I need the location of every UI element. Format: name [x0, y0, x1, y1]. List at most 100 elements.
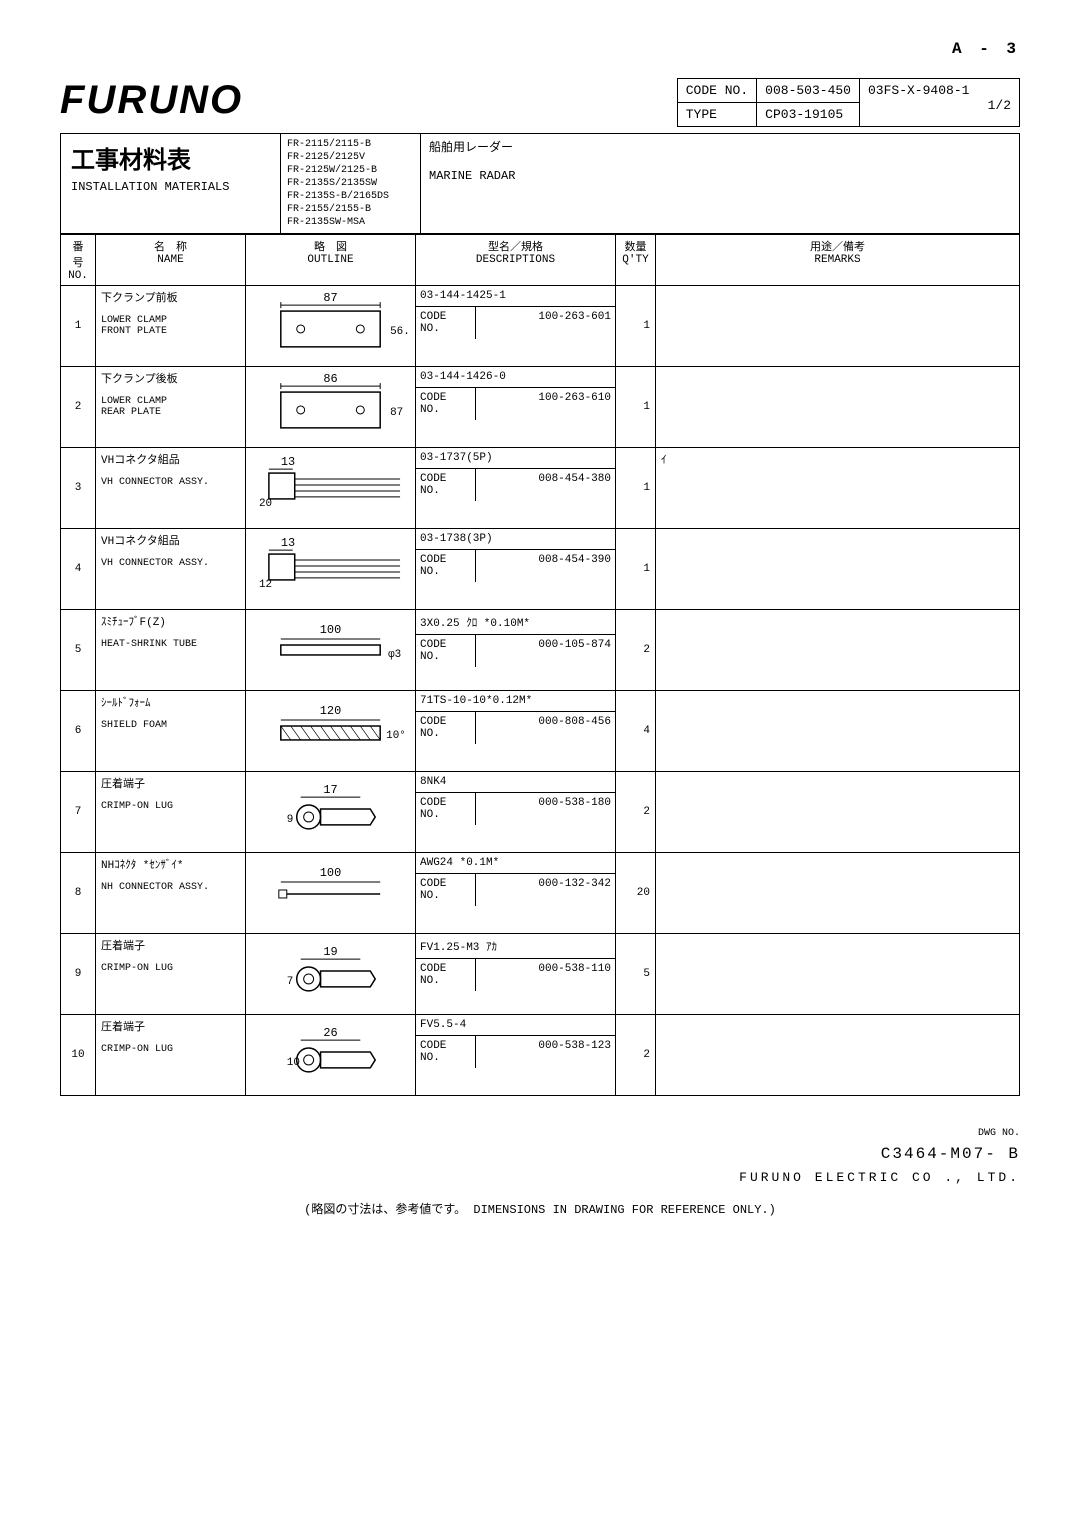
table-row: 9 圧着端子 CRIMP-ON LUG 197 FV1.25-M3 ｱｶ COD…: [61, 934, 1020, 1015]
qty: 1: [616, 286, 656, 367]
name-en: CRIMP-ON LUG: [101, 963, 240, 974]
code-no-value: 008-503-450: [757, 79, 860, 103]
col-rem-en: REMARKS: [661, 254, 1014, 266]
svg-text:20: 20: [259, 498, 272, 510]
name-jp: 圧着端子: [101, 1018, 240, 1034]
table-row: 1 下クランプ前板 LOWER CLAMP FRONT PLATE 8756.5…: [61, 286, 1020, 367]
model-list: FR-2115/2115-B FR-2125/2125V FR-2125W/21…: [281, 134, 421, 233]
desc-spec: AWG24 *0.1M*: [416, 853, 615, 873]
row-no: 3: [61, 448, 96, 529]
qty: 2: [616, 1015, 656, 1096]
table-row: 5 ｽﾐﾁｭｰﾌﾞF(Z) HEAT-SHRINK TUBE 100φ3 3X0…: [61, 610, 1020, 691]
name-jp: 圧着端子: [101, 937, 240, 953]
table-row: 7 圧着端子 CRIMP-ON LUG 179 8NK4 CODE NO. 00…: [61, 772, 1020, 853]
code-value: 000-538-110: [476, 959, 615, 991]
code-no-label: CODE NO.: [677, 79, 756, 103]
outline-drawing: 13 20: [246, 448, 416, 529]
outline-drawing: 100φ3: [246, 610, 416, 691]
name-en: LOWER CLAMP FRONT PLATE: [101, 315, 240, 337]
code-label: CODE NO.: [416, 388, 476, 420]
qty: 2: [616, 610, 656, 691]
remarks: ｲ: [656, 448, 1020, 529]
svg-text:10: 10: [287, 1057, 300, 1069]
title-block: 工事材料表 INSTALLATION MATERIALS FR-2115/211…: [60, 133, 1020, 234]
remarks: [656, 367, 1020, 448]
qty: 2: [616, 772, 656, 853]
outline-drawing: 2610: [246, 1015, 416, 1096]
name-jp: VHコネクタ組品: [101, 451, 240, 467]
svg-text:13: 13: [281, 455, 295, 469]
code-label: CODE NO.: [416, 793, 476, 825]
row-no: 7: [61, 772, 96, 853]
model-no: 03FS-X-9408-1: [868, 83, 1011, 98]
main-table: 番 号NO. 名 称NAME 略 図OUTLINE 型名／規格DESCRIPTI…: [60, 234, 1020, 1096]
code-label: CODE NO.: [416, 712, 476, 744]
code-label: CODE NO.: [416, 469, 476, 501]
code-value: 100-263-601: [476, 307, 615, 339]
code-label: CODE NO.: [416, 1036, 476, 1068]
row-no: 4: [61, 529, 96, 610]
row-no: 5: [61, 610, 96, 691]
qty: 5: [616, 934, 656, 1015]
name-jp: NHｺﾈｸﾀ *ｾﾝｻﾞｲ*: [101, 856, 240, 872]
note-en: DIMENSIONS IN DRAWING FOR REFERENCE ONLY…: [473, 1203, 775, 1217]
svg-text:86: 86: [323, 372, 337, 386]
svg-text:100: 100: [320, 866, 341, 880]
qty: 4: [616, 691, 656, 772]
dwg-no: C3464-M07- B: [60, 1142, 1020, 1168]
name-en: VH CONNECTOR ASSY.: [101, 477, 240, 488]
footer: DWG NO. C3464-M07- B FURUNO ELECTRIC CO …: [60, 1126, 1020, 1188]
desc-spec: 03-1737(5P): [416, 448, 615, 468]
name-en: VH CONNECTOR ASSY.: [101, 558, 240, 569]
col-name-jp: 名 称: [101, 238, 240, 254]
code-label: CODE NO.: [416, 635, 476, 667]
svg-text:56.5: 56.5: [390, 326, 410, 338]
furuno-logo: FURUNO: [60, 78, 243, 123]
name-en: LOWER CLAMP REAR PLATE: [101, 396, 240, 418]
table-row: 3 VHコネクタ組品 VH CONNECTOR ASSY. 13 20 03-17…: [61, 448, 1020, 529]
code-value: 000-538-123: [476, 1036, 615, 1068]
type-value: CP03-19105: [757, 103, 860, 127]
page-fraction: 1/2: [868, 98, 1011, 113]
name-jp: 下クランプ後板: [101, 370, 240, 386]
outline-drawing: 100: [246, 853, 416, 934]
remarks: [656, 286, 1020, 367]
desc-spec: 71TS-10-10*0.12M*: [416, 691, 615, 711]
desc-spec: 03-144-1426-0: [416, 367, 615, 387]
outline-drawing: 179: [246, 772, 416, 853]
name-en: CRIMP-ON LUG: [101, 801, 240, 812]
col-qty-jp: 数量: [621, 238, 650, 254]
code-label: CODE NO.: [416, 307, 476, 339]
outline-drawing: 197: [246, 934, 416, 1015]
col-qty-en: Q'TY: [621, 254, 650, 266]
desc-spec: 03-1738(3P): [416, 529, 615, 549]
name-en: CRIMP-ON LUG: [101, 1044, 240, 1055]
qty: 20: [616, 853, 656, 934]
name-en: HEAT-SHRINK TUBE: [101, 639, 240, 650]
outline-drawing: 1312: [246, 529, 416, 610]
remarks: [656, 529, 1020, 610]
remarks: [656, 772, 1020, 853]
svg-text:12: 12: [259, 579, 272, 591]
header-table: CODE NO. 008-503-450 03FS-X-9408-1 1/2 T…: [677, 78, 1020, 127]
svg-text:120: 120: [320, 704, 341, 718]
row-no: 1: [61, 286, 96, 367]
desc-spec: FV5.5-4: [416, 1015, 615, 1035]
col-desc-jp: 型名／規格: [421, 238, 610, 254]
outline-drawing: 12010°: [246, 691, 416, 772]
table-row: 4 VHコネクタ組品 VH CONNECTOR ASSY. 1312 03-17…: [61, 529, 1020, 610]
note-jp: (略図の寸法は、参考値です。: [304, 1203, 466, 1217]
title-jp: 工事材料表: [71, 140, 270, 176]
code-value: 000-808-456: [476, 712, 615, 744]
radar-en: MARINE RADAR: [429, 169, 515, 183]
col-name-en: NAME: [101, 254, 240, 266]
desc-spec: 3X0.25 ｸﾛ *0.10M*: [416, 610, 615, 634]
table-row: 2 下クランプ後板 LOWER CLAMP REAR PLATE 8687 03…: [61, 367, 1020, 448]
name-en: SHIELD FOAM: [101, 720, 240, 731]
name-jp: VHコネクタ組品: [101, 532, 240, 548]
remarks: [656, 691, 1020, 772]
table-row: 10 圧着端子 CRIMP-ON LUG 2610 FV5.5-4 CODE N…: [61, 1015, 1020, 1096]
col-no-en: NO.: [66, 270, 90, 282]
code-value: 100-263-610: [476, 388, 615, 420]
row-no: 10: [61, 1015, 96, 1096]
